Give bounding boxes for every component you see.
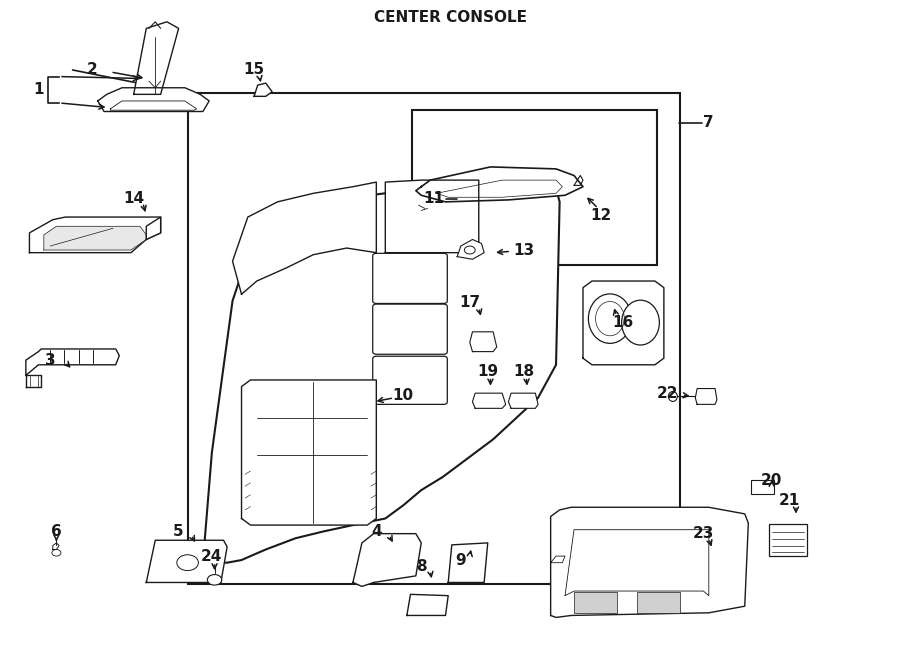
Ellipse shape (622, 300, 660, 345)
Polygon shape (696, 389, 717, 405)
Text: 6: 6 (51, 524, 62, 539)
Bar (637, 592, 680, 613)
Polygon shape (508, 393, 538, 408)
Text: 8: 8 (416, 559, 427, 574)
Polygon shape (551, 507, 748, 617)
Text: 20: 20 (761, 473, 782, 488)
Polygon shape (254, 83, 272, 97)
Text: 2: 2 (87, 62, 98, 77)
Polygon shape (202, 180, 560, 563)
Bar (751, 480, 773, 494)
Bar (412, 110, 657, 264)
Polygon shape (98, 88, 209, 112)
Polygon shape (472, 393, 506, 408)
Text: 21: 21 (779, 493, 800, 508)
Polygon shape (470, 332, 497, 352)
Polygon shape (26, 349, 120, 375)
Text: 24: 24 (202, 549, 222, 564)
Text: 1: 1 (33, 82, 44, 97)
Text: 5: 5 (174, 524, 184, 539)
Polygon shape (44, 226, 147, 250)
Polygon shape (232, 182, 376, 294)
Text: 19: 19 (477, 364, 499, 379)
Text: 7: 7 (704, 115, 714, 130)
Text: 11: 11 (423, 191, 445, 206)
Circle shape (464, 246, 475, 254)
Polygon shape (30, 217, 160, 253)
Text: 22: 22 (657, 385, 679, 401)
Polygon shape (353, 533, 421, 586)
Polygon shape (147, 217, 160, 239)
Text: 16: 16 (612, 315, 634, 330)
Text: 23: 23 (693, 526, 714, 541)
Text: 17: 17 (459, 295, 481, 310)
Polygon shape (448, 543, 488, 582)
Bar (187, 93, 680, 584)
Text: 15: 15 (244, 62, 265, 77)
FancyBboxPatch shape (373, 304, 447, 354)
Polygon shape (385, 180, 479, 253)
Ellipse shape (589, 294, 632, 343)
Polygon shape (26, 375, 41, 387)
Text: 10: 10 (392, 387, 414, 403)
Polygon shape (583, 281, 664, 365)
Text: 12: 12 (590, 208, 612, 223)
Text: 3: 3 (45, 353, 56, 368)
Polygon shape (457, 239, 484, 259)
Bar (574, 592, 617, 613)
FancyBboxPatch shape (373, 356, 447, 405)
Text: 14: 14 (123, 191, 144, 206)
Text: 18: 18 (513, 364, 535, 379)
FancyBboxPatch shape (373, 253, 447, 303)
Polygon shape (407, 594, 448, 615)
Text: 13: 13 (513, 243, 535, 258)
Bar (769, 524, 806, 556)
Polygon shape (241, 380, 376, 525)
Text: 9: 9 (455, 553, 466, 568)
Text: 4: 4 (371, 524, 382, 539)
Polygon shape (147, 540, 227, 582)
Text: CENTER CONSOLE: CENTER CONSOLE (374, 10, 526, 24)
Polygon shape (134, 22, 178, 95)
Polygon shape (416, 167, 583, 202)
Circle shape (207, 574, 221, 585)
Circle shape (176, 555, 198, 570)
